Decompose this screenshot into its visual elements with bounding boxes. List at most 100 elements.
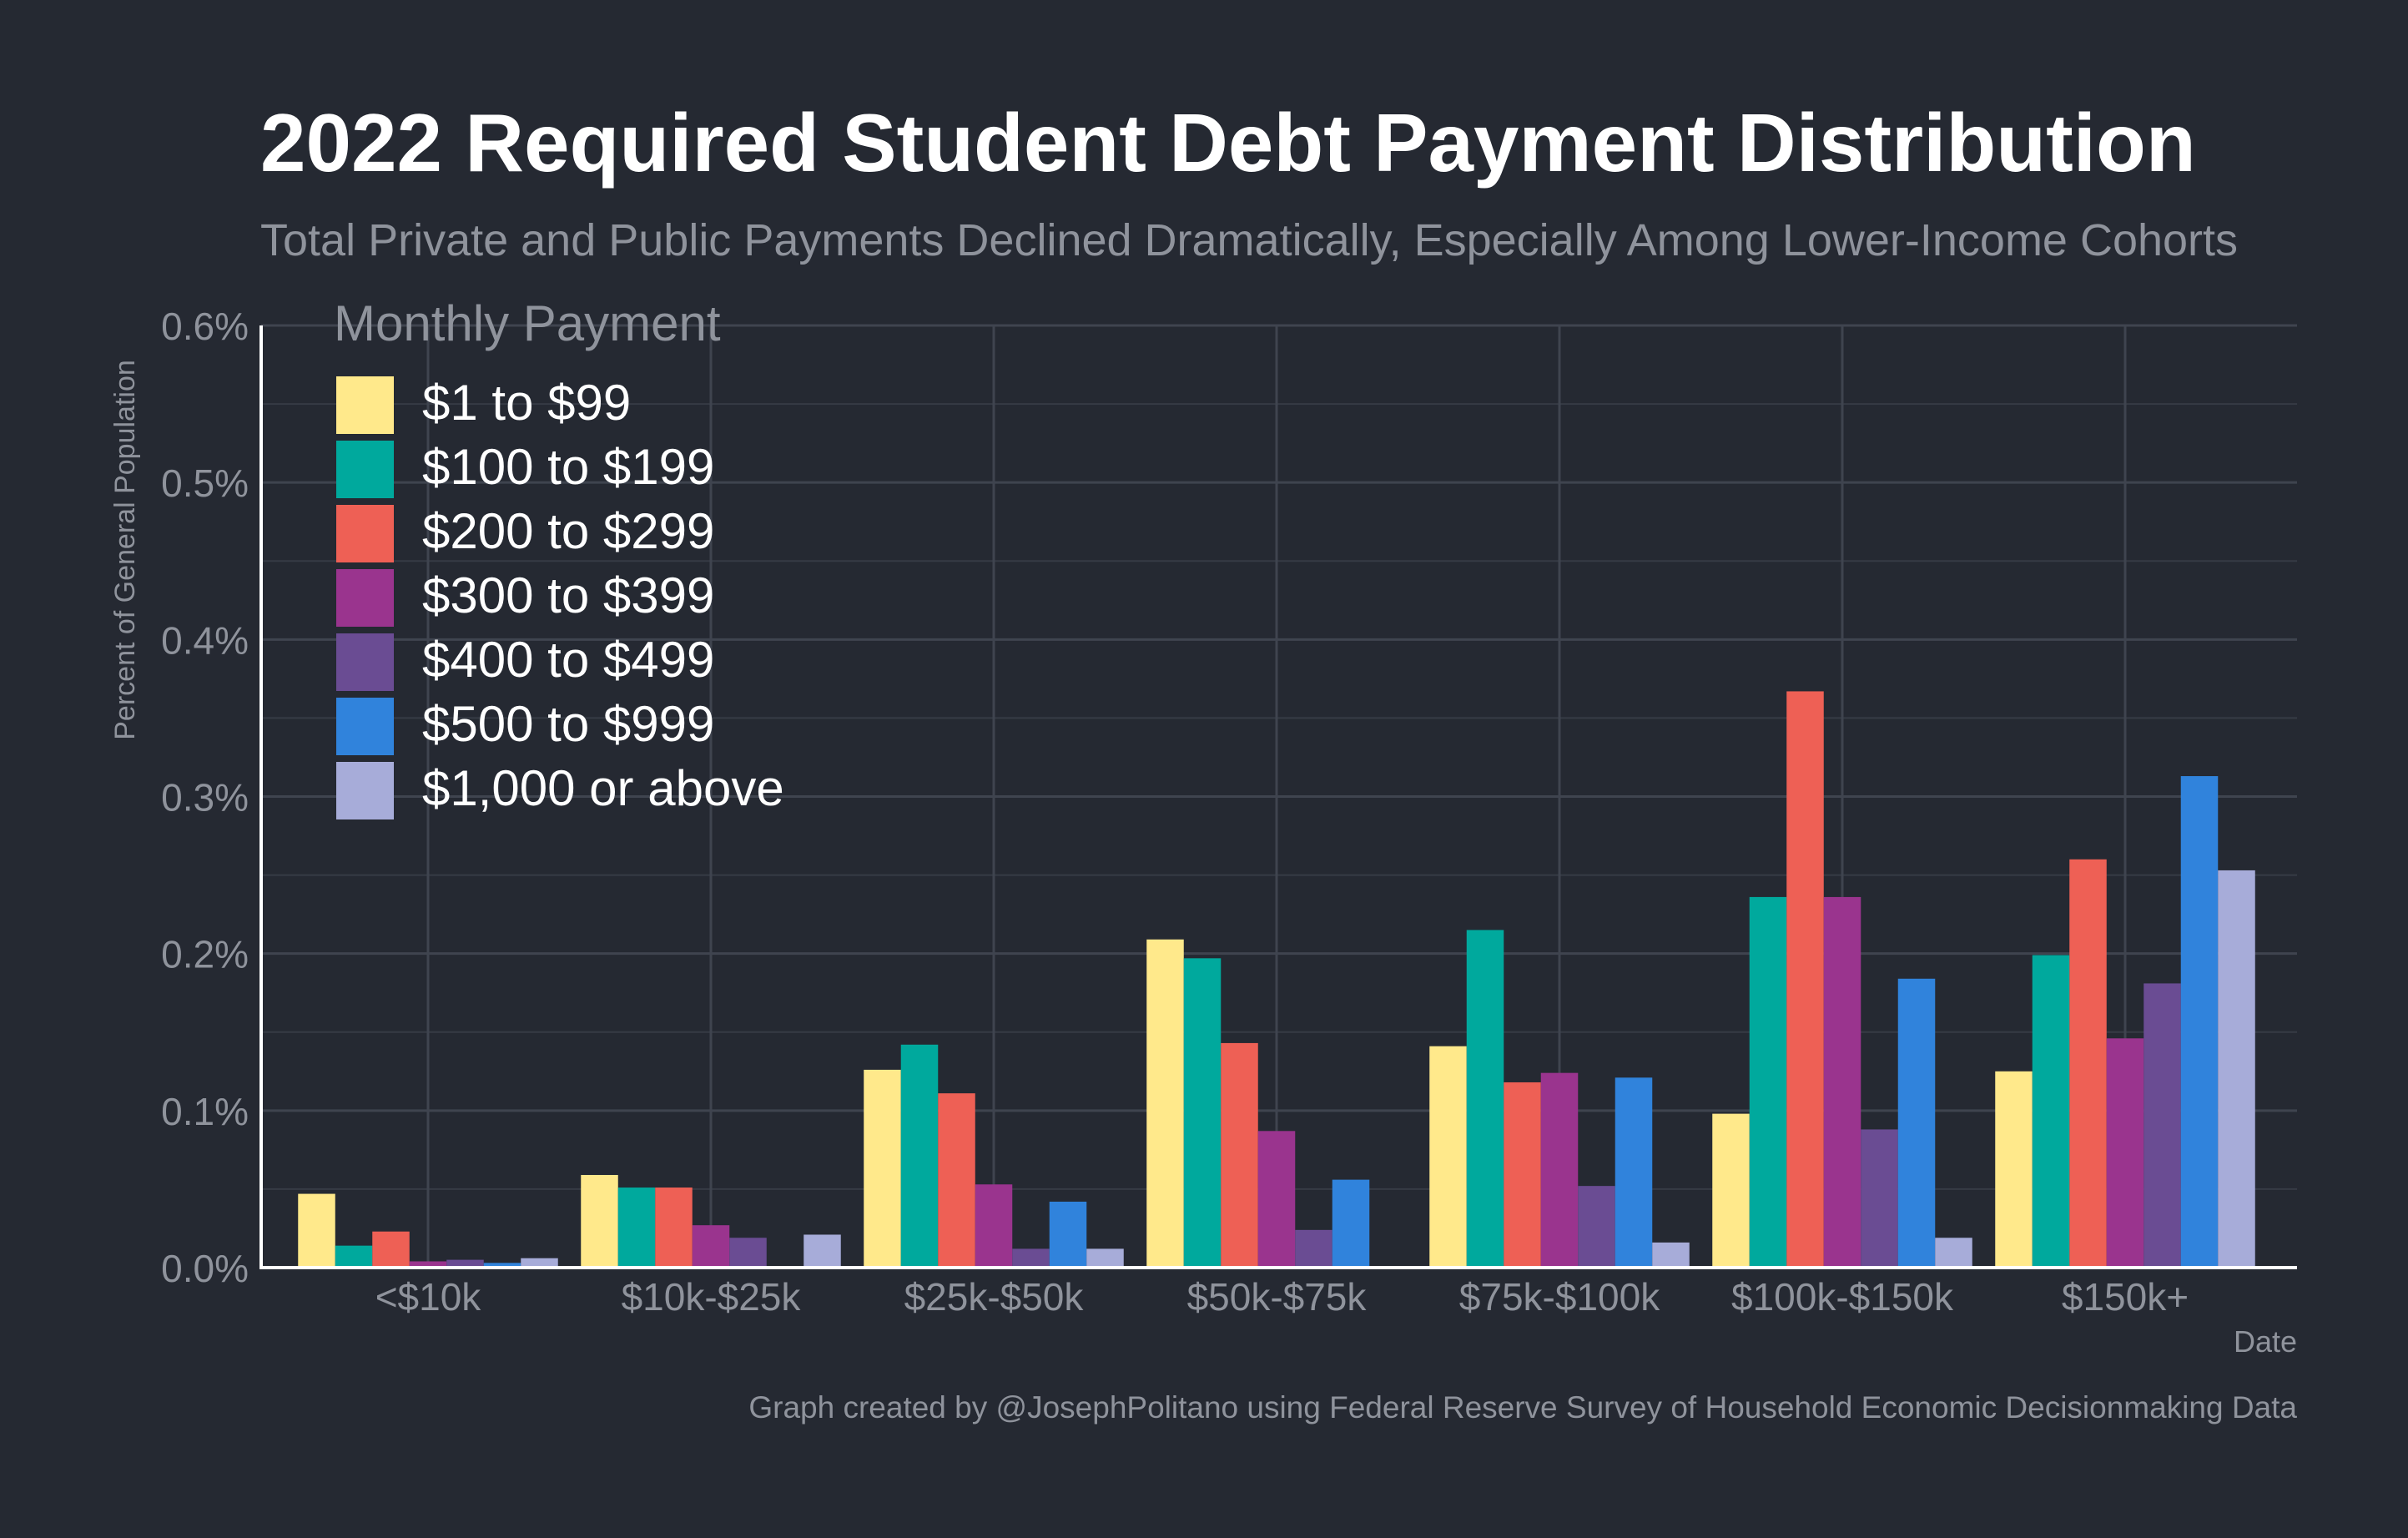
legend-label: $100 to $199 bbox=[422, 439, 714, 495]
bar bbox=[655, 1188, 693, 1268]
bar-group bbox=[298, 1193, 558, 1268]
bar bbox=[864, 1069, 901, 1268]
legend-item: $400 to $499 bbox=[336, 632, 714, 691]
bar bbox=[1012, 1248, 1050, 1268]
bar bbox=[1049, 1201, 1087, 1268]
caption: Graph created by @JosephPolitano using F… bbox=[748, 1390, 2297, 1425]
bar bbox=[1086, 1248, 1124, 1268]
bar bbox=[2106, 1038, 2144, 1268]
bar bbox=[2144, 983, 2181, 1268]
chart-subtitle: Total Private and Public Payments Declin… bbox=[260, 215, 2238, 265]
x-tick-label: <$10k bbox=[375, 1275, 482, 1319]
bar bbox=[1504, 1082, 1541, 1268]
bar bbox=[1749, 896, 1787, 1268]
bar-groups bbox=[298, 691, 2255, 1268]
bar bbox=[1429, 1046, 1467, 1268]
legend-label: $1,000 or above bbox=[422, 760, 784, 816]
legend-swatch bbox=[336, 569, 394, 627]
x-tick-label: $100k-$150k bbox=[1731, 1275, 1954, 1319]
bar bbox=[372, 1231, 410, 1268]
y-tick-label: 0.0% bbox=[161, 1247, 249, 1290]
bar bbox=[1652, 1242, 1690, 1268]
bar bbox=[900, 1044, 939, 1268]
bar bbox=[1578, 1186, 1615, 1268]
y-axis-title: Percent of General Population bbox=[109, 360, 141, 740]
bar bbox=[581, 1174, 618, 1268]
legend-item: $1,000 or above bbox=[336, 760, 784, 819]
bar bbox=[2218, 870, 2255, 1268]
y-tick-label: 0.4% bbox=[161, 618, 249, 662]
bar bbox=[1615, 1077, 1653, 1268]
bar bbox=[938, 1093, 975, 1268]
legend-label: $300 to $399 bbox=[422, 567, 714, 623]
legend-item: $200 to $299 bbox=[336, 503, 714, 562]
bar bbox=[692, 1225, 730, 1268]
bar bbox=[1257, 1131, 1296, 1268]
y-tick-label: 0.5% bbox=[161, 461, 249, 505]
legend-swatch bbox=[336, 762, 394, 819]
bar-group bbox=[1712, 691, 1972, 1268]
bar-group bbox=[1995, 776, 2255, 1268]
bar bbox=[1823, 896, 1861, 1268]
legend-label: $400 to $499 bbox=[422, 632, 714, 688]
legend-item: $300 to $399 bbox=[336, 567, 714, 627]
y-tick-label: 0.1% bbox=[161, 1090, 249, 1133]
x-tick-label: $50k-$75k bbox=[1187, 1275, 1368, 1319]
x-tick-label: $150k+ bbox=[2062, 1275, 2189, 1319]
bar bbox=[2069, 859, 2107, 1268]
bar bbox=[1786, 691, 1824, 1268]
bar-group bbox=[864, 1044, 1124, 1268]
bar bbox=[483, 1263, 521, 1268]
x-tick-label: $10k-$25k bbox=[622, 1275, 802, 1319]
bar bbox=[1995, 1071, 2033, 1268]
bar bbox=[975, 1184, 1013, 1268]
x-tick-labels: <$10k $10k-$25k $25k-$50k $50k-$75k $75k-$10… bbox=[375, 1275, 2189, 1319]
bar bbox=[521, 1258, 558, 1268]
legend-swatch bbox=[336, 698, 394, 755]
bar bbox=[409, 1261, 447, 1268]
legend-item: $500 to $999 bbox=[336, 696, 714, 755]
bar-group bbox=[581, 1174, 841, 1268]
chart-title: 2022 Required Student Debt Payment Distr… bbox=[260, 97, 2196, 189]
y-tick-labels: 0.0% 0.1% 0.2% 0.3% 0.4% 0.5% 0.6% bbox=[161, 305, 249, 1290]
legend-label: $500 to $999 bbox=[422, 696, 714, 752]
legend-item: $100 to $199 bbox=[336, 439, 714, 498]
bar bbox=[1146, 939, 1184, 1268]
legend-swatch bbox=[336, 633, 394, 691]
legend-title: Monthly Payment bbox=[334, 295, 721, 351]
y-tick-label: 0.6% bbox=[161, 305, 249, 348]
bar bbox=[1540, 1072, 1579, 1268]
bar bbox=[1295, 1229, 1332, 1268]
bar bbox=[335, 1245, 373, 1268]
bar bbox=[1935, 1238, 1972, 1268]
bar bbox=[2180, 776, 2219, 1268]
bar bbox=[1861, 1129, 1898, 1268]
bar bbox=[1183, 958, 1222, 1268]
bar bbox=[1332, 1179, 1370, 1268]
legend-label: $1 to $99 bbox=[422, 375, 631, 431]
bar bbox=[729, 1238, 767, 1268]
legend-swatch bbox=[336, 441, 394, 498]
x-tick-label: $75k-$100k bbox=[1459, 1275, 1660, 1319]
legend-swatch bbox=[336, 505, 394, 562]
bar bbox=[2032, 955, 2070, 1268]
bar bbox=[804, 1234, 841, 1268]
bar bbox=[298, 1193, 335, 1268]
bar bbox=[446, 1259, 484, 1268]
bar-group bbox=[1429, 930, 1690, 1268]
y-tick-label: 0.2% bbox=[161, 933, 249, 976]
x-axis-title: Date bbox=[2234, 1324, 2297, 1359]
bar bbox=[617, 1188, 656, 1268]
bar-group bbox=[1146, 939, 1370, 1268]
x-tick-label: $25k-$50k bbox=[904, 1275, 1085, 1319]
legend-item: $1 to $99 bbox=[336, 375, 631, 434]
legend: Monthly Payment $1 to $99 $100 to $199 $20… bbox=[334, 295, 784, 819]
bar bbox=[1221, 1042, 1258, 1268]
bar bbox=[1466, 930, 1504, 1268]
bar bbox=[1897, 978, 1936, 1268]
y-tick-label: 0.3% bbox=[161, 776, 249, 819]
bar bbox=[1712, 1113, 1750, 1268]
legend-label: $200 to $299 bbox=[422, 503, 714, 559]
